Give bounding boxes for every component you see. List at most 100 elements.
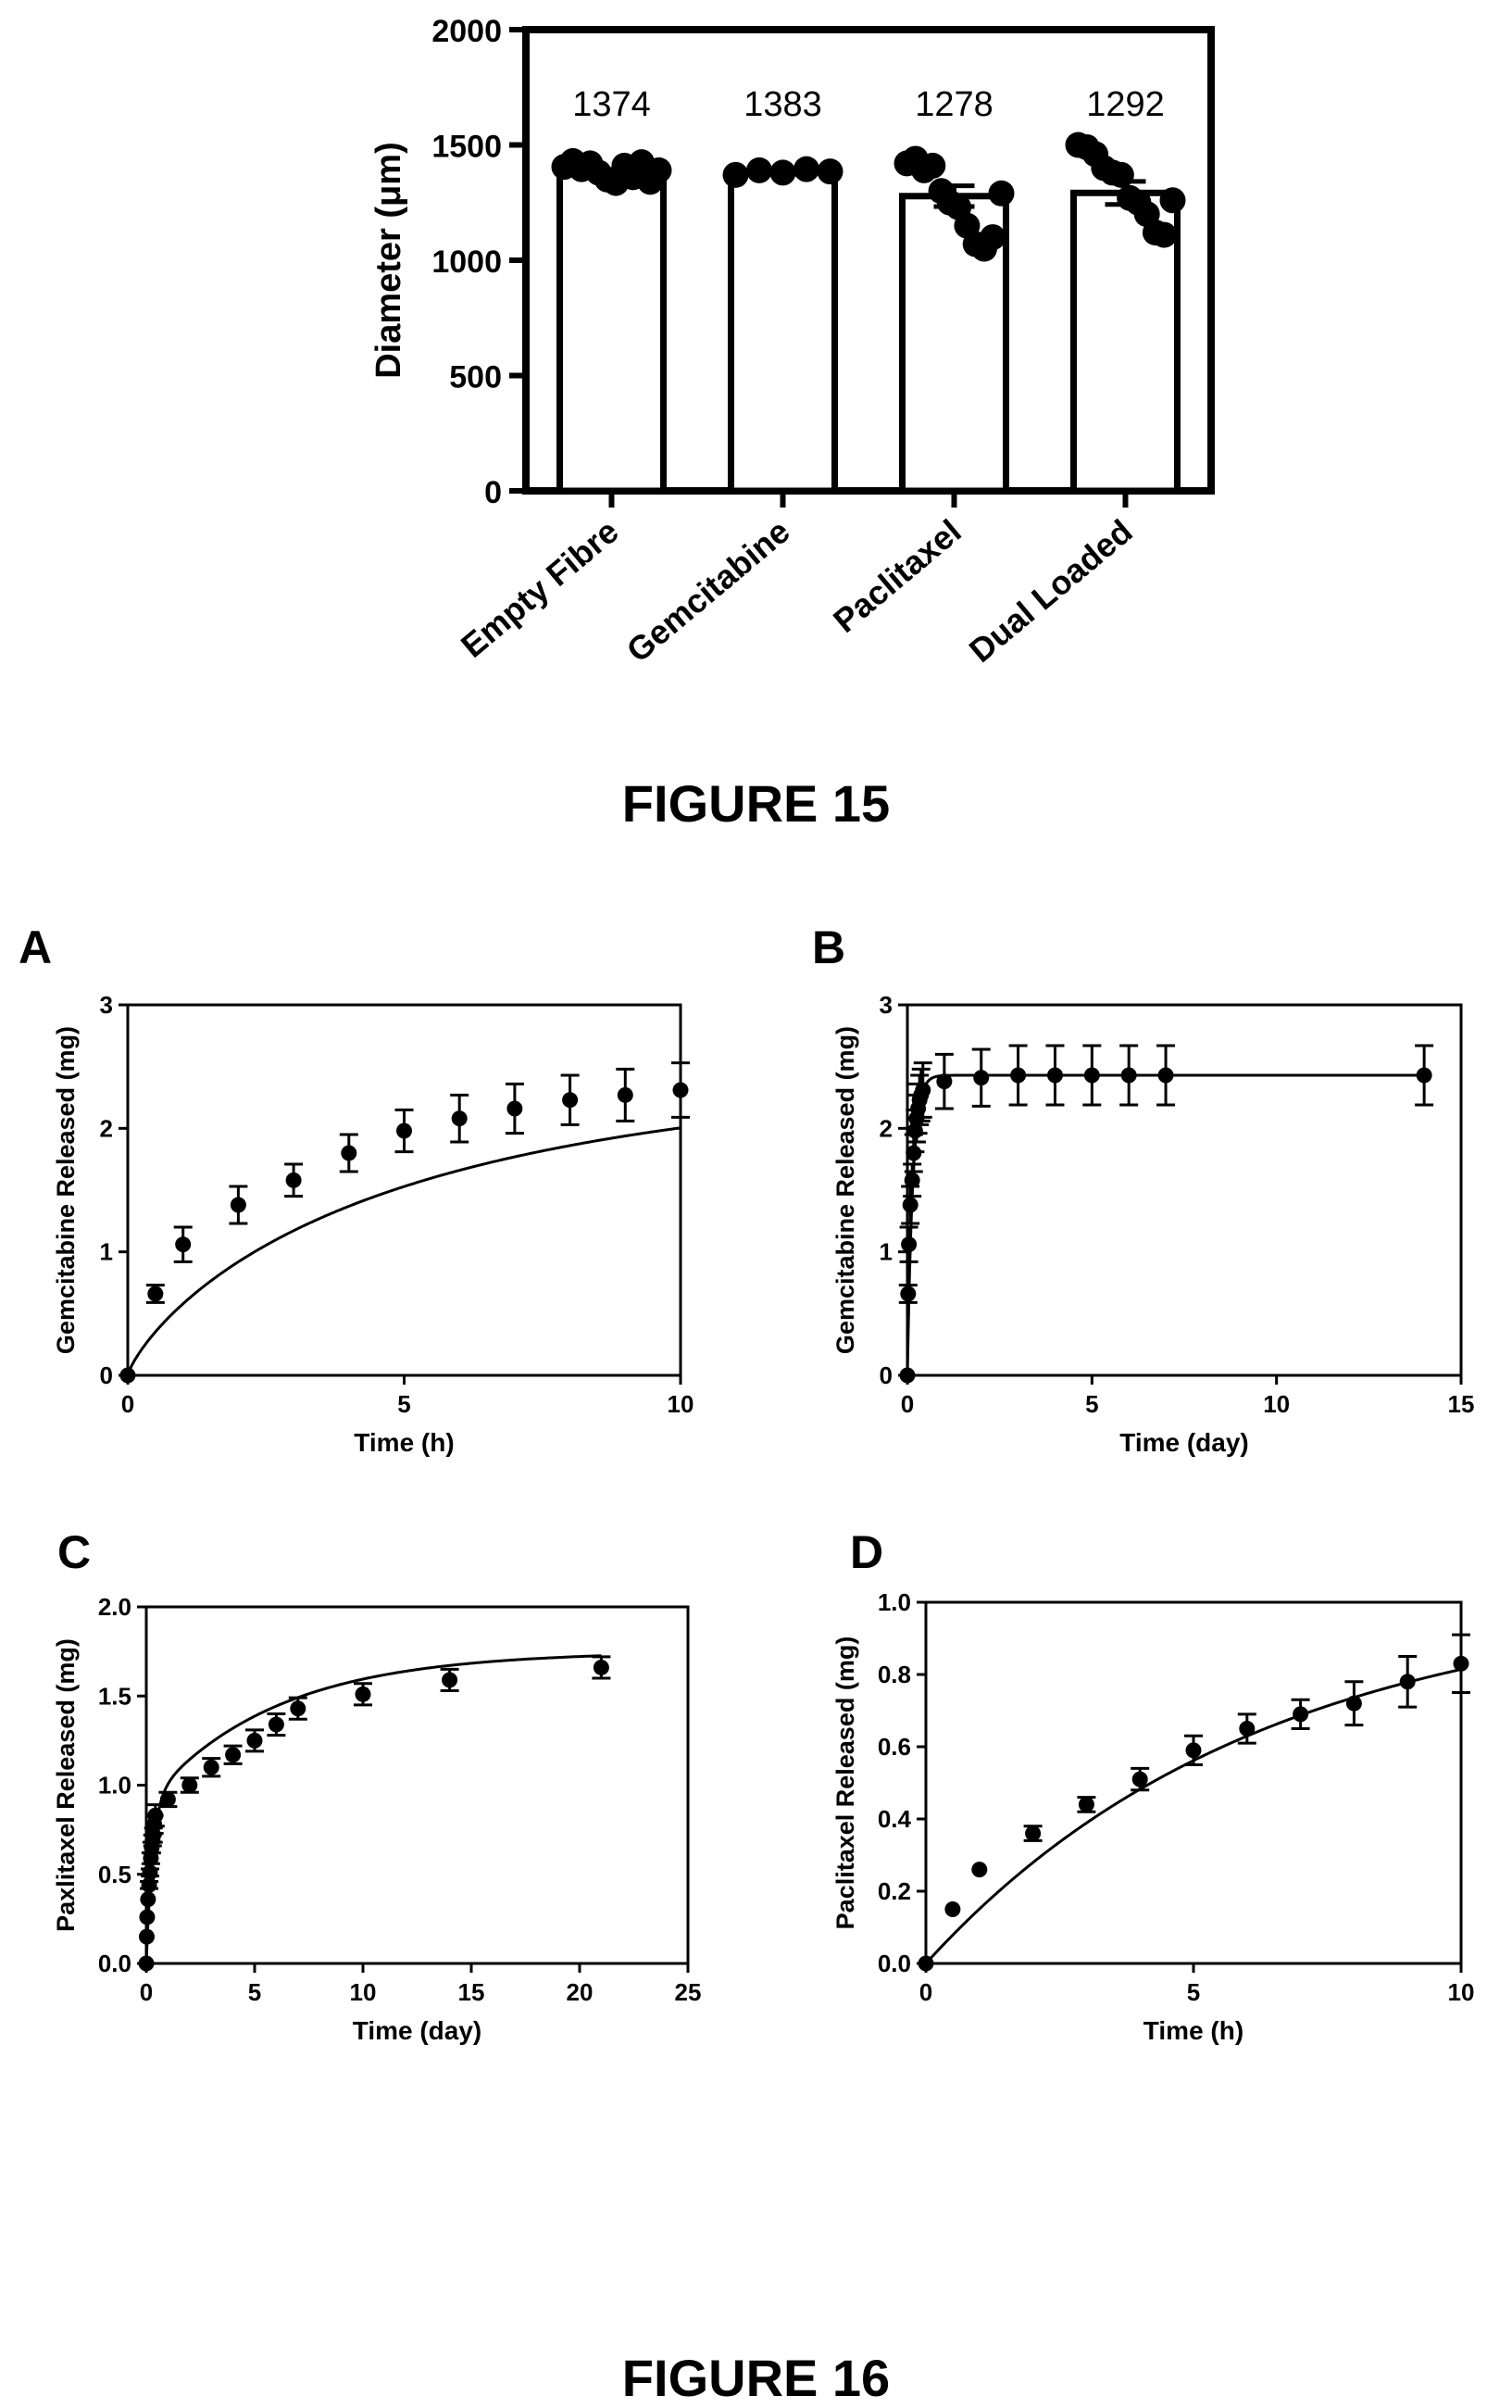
data-point [1453, 1655, 1469, 1672]
data-point [902, 1197, 918, 1213]
x-category-label: Gemcitabine [619, 512, 797, 670]
y-axis-label: Paclitaxel Released (mg) [831, 1637, 859, 1930]
data-point [973, 1070, 990, 1086]
panel-letter: C [57, 1526, 91, 1578]
data-point [451, 1110, 468, 1127]
y-tick-label: 0 [880, 1361, 893, 1389]
data-point [1083, 1067, 1100, 1084]
y-tick-label: 500 [449, 360, 502, 395]
y-tick-label: 1.5 [98, 1682, 131, 1710]
x-axis-label: Time (h) [354, 1428, 454, 1457]
data-point [1120, 1067, 1137, 1084]
x-tick-label: 20 [567, 1978, 594, 2006]
y-tick-label: 0.0 [98, 1950, 131, 1977]
y-tick-label: 1 [100, 1238, 113, 1266]
fit-curve [906, 1073, 1425, 1376]
data-point [119, 1367, 136, 1384]
y-tick-label: 2 [100, 1114, 113, 1142]
panel-b-chart: B 0 1 2 3 0 5 10 15 Time (day) Gemcitabine Release… [812, 922, 1474, 1457]
x-category-label: Paclitaxel [826, 512, 968, 640]
y-tick-label: 2000 [431, 14, 502, 49]
data-point [1239, 1721, 1256, 1737]
y-tick-label: 0.2 [878, 1877, 911, 1905]
plot-frame [144, 1605, 690, 1965]
data-point [268, 1716, 284, 1733]
data-point [147, 1286, 164, 1302]
plot-frame [126, 1003, 682, 1377]
data-point [746, 157, 772, 183]
data-point [1416, 1067, 1432, 1084]
x-tick-label: 0 [140, 1978, 153, 2006]
x-tick-label: 15 [1448, 1390, 1475, 1418]
data-point [1107, 161, 1134, 188]
data-point [817, 158, 843, 185]
x-tick-label: 5 [1085, 1390, 1098, 1418]
x-axis-label: Time (h) [1143, 2016, 1243, 2045]
y-tick-label: 0.6 [878, 1733, 911, 1761]
x-tick-label: 5 [397, 1390, 410, 1418]
y-tick-label: 0.8 [878, 1661, 911, 1688]
panel-a-chart: A 0 1 2 3 0 5 10 Time (h) Gemcitabine Released (m… [19, 922, 694, 1457]
data-point [506, 1100, 523, 1117]
data-point [442, 1672, 458, 1688]
bar-value-label: 1383 [744, 85, 822, 124]
data-point [138, 1928, 155, 1945]
figure-16-caption: FIGURE 16 [621, 2349, 891, 2407]
y-tick-label: 1.0 [878, 1588, 911, 1616]
data-point [617, 1086, 633, 1103]
data-point [672, 1082, 689, 1098]
bar-value-label: 1292 [1086, 85, 1165, 124]
y-tick-label: 1500 [431, 130, 502, 165]
figure-15-caption: FIGURE 15 [621, 774, 891, 833]
data-point [904, 1172, 920, 1188]
x-axis-label: Time (day) [1119, 1428, 1249, 1457]
data-point [988, 180, 1015, 207]
data-point [918, 1955, 934, 1972]
y-axis-label: Gemcitabine Released (mg) [52, 1026, 80, 1354]
y-tick-label: 0.5 [98, 1861, 131, 1888]
x-category-label: Dual Loaded [962, 512, 1140, 670]
data-point [396, 1122, 412, 1139]
fit-curve [144, 1654, 602, 1964]
y-tick-label: 2.0 [98, 1593, 131, 1621]
data-point [140, 1891, 156, 1908]
x-tick-label: 25 [675, 1978, 702, 2006]
data-point [1025, 1825, 1042, 1842]
data-point [769, 159, 796, 186]
data-point [919, 152, 946, 179]
data-point [246, 1732, 263, 1749]
x-tick-label: 0 [121, 1390, 134, 1418]
x-tick-label: 10 [350, 1978, 377, 2006]
data-point [1399, 1674, 1416, 1690]
x-tick-label: 15 [458, 1978, 485, 2006]
bar [556, 170, 667, 495]
data-point [290, 1700, 306, 1717]
data-point [1131, 1771, 1148, 1787]
data-point [1157, 1067, 1174, 1084]
y-tick-label: 0.4 [878, 1805, 912, 1833]
data-point [181, 1777, 198, 1793]
data-point [915, 1082, 931, 1098]
bar-value-label: 1374 [572, 85, 651, 124]
data-point [1078, 1796, 1094, 1812]
data-point [139, 1909, 156, 1925]
x-tick-label: 0 [919, 1978, 932, 2006]
y-tick-label: 1.0 [98, 1772, 131, 1800]
data-point [900, 1286, 917, 1302]
y-tick-label: 3 [880, 991, 893, 1019]
panel-c-chart: C 0.0 0.5 1.0 1.5 2.0 0 5 10 15 20 25 Time (day) Paxl… [52, 1526, 701, 2045]
data-point [722, 161, 749, 188]
data-point [971, 1862, 988, 1878]
x-tick-label: 5 [248, 1978, 261, 2006]
x-tick-label: 10 [1263, 1390, 1290, 1418]
y-tick-label: 1000 [431, 245, 502, 280]
data-point [355, 1686, 371, 1702]
data-point [944, 1901, 961, 1917]
data-point [1151, 221, 1178, 248]
data-point [1293, 1706, 1309, 1723]
data-point [645, 157, 672, 183]
y-tick-label: 0 [484, 475, 502, 510]
data-point [1345, 1695, 1362, 1712]
data-point [230, 1197, 246, 1213]
data-point [899, 1367, 916, 1384]
